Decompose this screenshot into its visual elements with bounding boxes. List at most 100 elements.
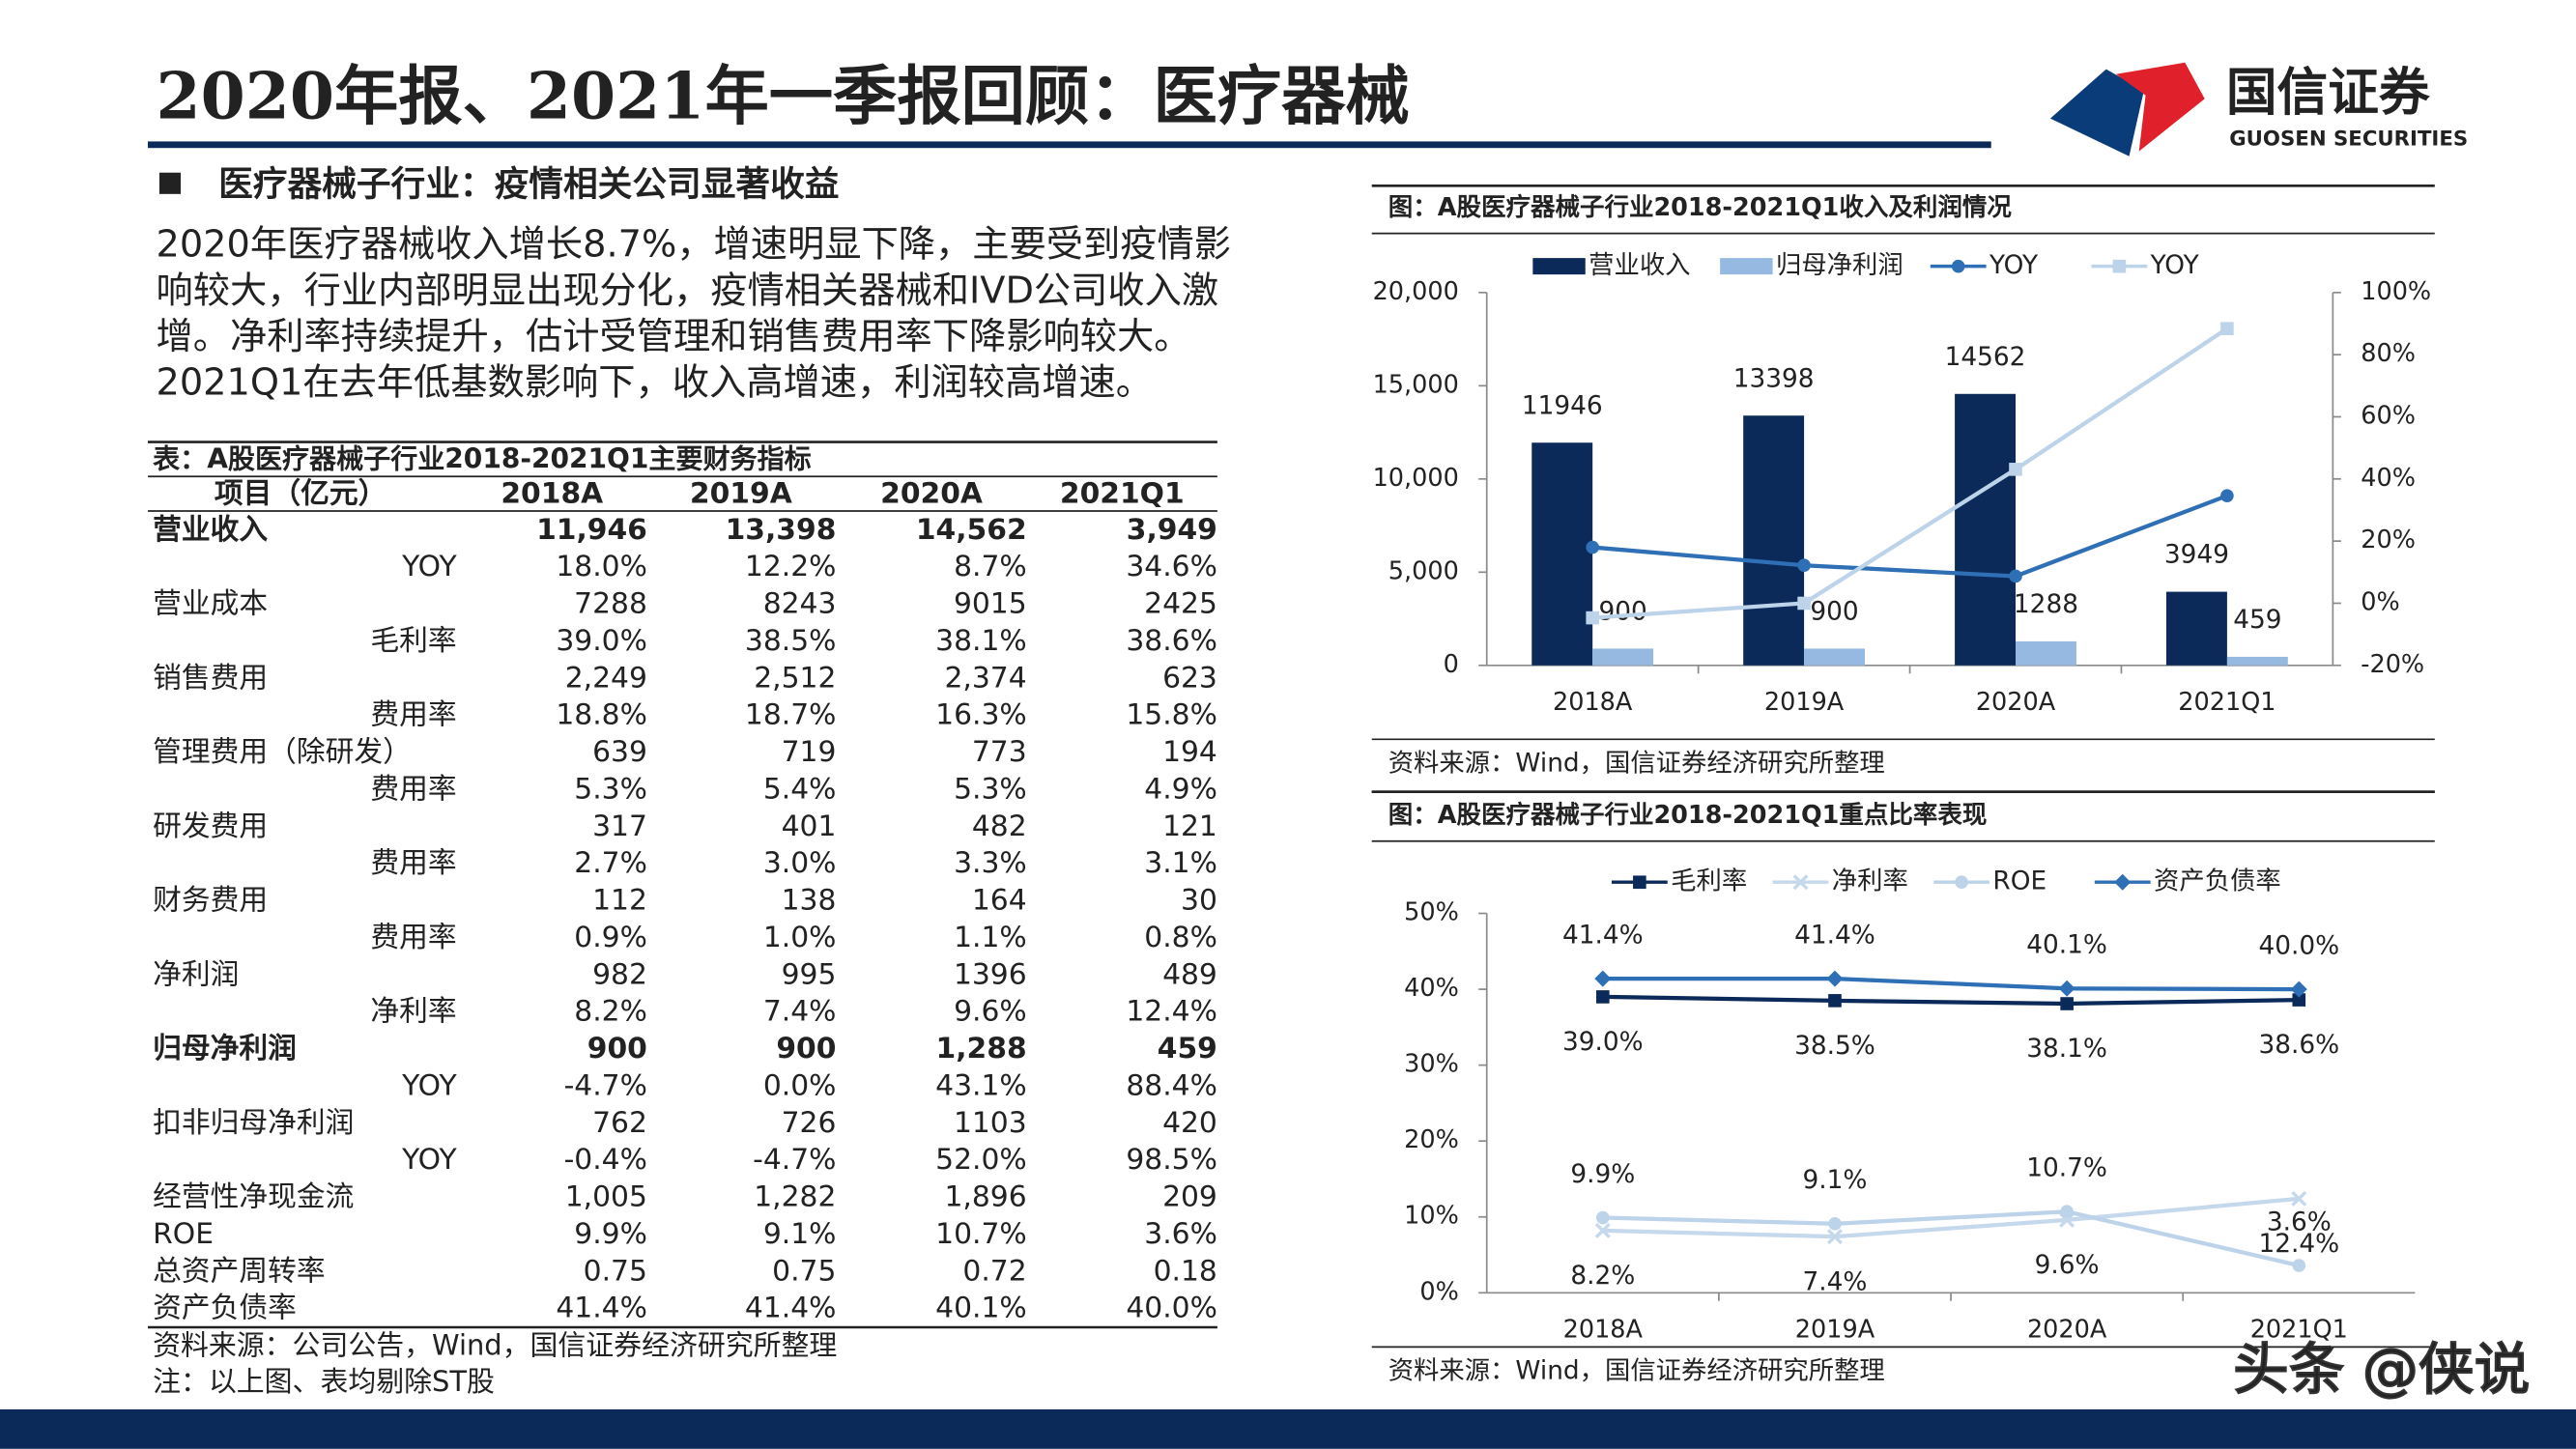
paragraph-line: 2021Q1在去年低基数影响下，收入高增速，利润较高增速。	[157, 361, 1154, 405]
table-cell: 12.2%	[745, 550, 837, 583]
table-cell: 41.4%	[556, 1292, 647, 1325]
data-label: 38.5%	[1794, 1032, 1875, 1061]
data-label: 40.0%	[2258, 931, 2339, 960]
data-label: 41.4%	[1794, 921, 1875, 950]
table-cell: 18.7%	[745, 698, 837, 732]
series-line	[1602, 976, 2300, 992]
table-cell: 1396	[954, 957, 1027, 991]
table-cell: 0.9%	[574, 921, 647, 954]
table-cell: 39.0%	[556, 624, 647, 658]
legend-label: 资产负债率	[2154, 867, 2281, 896]
row-label: 营业收入	[153, 513, 268, 547]
table-cell: 7288	[574, 587, 647, 621]
data-label: 11946	[1522, 391, 1603, 420]
x-tick-label: 2018A	[1563, 1315, 1644, 1344]
bar	[1955, 393, 2017, 666]
table-cell: 4.9%	[1144, 772, 1217, 806]
marker	[2220, 322, 2234, 335]
table-header: 2018A	[501, 476, 603, 510]
bar	[1531, 442, 1593, 666]
chart: 图：A股医疗器械子行业2018-2021Q1重点比率表现资料来源：Wind，国信…	[1371, 790, 2435, 1385]
tick-label: -20%	[2361, 650, 2424, 679]
table-cell: 41.4%	[745, 1292, 837, 1325]
table-cell: 16.3%	[935, 698, 1027, 732]
bar	[2226, 656, 2288, 666]
marker	[1594, 1222, 1611, 1238]
data-label: 38.6%	[2258, 1031, 2339, 1060]
footer-band	[0, 1409, 2576, 1449]
x-tick-label: 2020A	[1976, 688, 2056, 717]
marker	[1792, 874, 1809, 891]
data-label: 38.1%	[2026, 1035, 2107, 1064]
row-label: 营业成本	[153, 587, 268, 621]
data-label: 12.4%	[2258, 1230, 2339, 1259]
table-cell: 401	[782, 810, 837, 843]
series-line	[1592, 494, 2228, 579]
table-cell: 0.72	[962, 1254, 1026, 1288]
marker	[1951, 259, 1965, 273]
table-cell: 9.6%	[954, 995, 1027, 1029]
table-cell: 18.0%	[556, 550, 647, 583]
data-label: 9.9%	[1570, 1160, 1635, 1189]
tick-label: 80%	[2361, 339, 2416, 368]
legend-label: YOY	[2150, 251, 2200, 280]
row-label: 资产负债率	[153, 1292, 297, 1325]
paragraph: 2020年医疗器械收入增长8.7%，增速明显下降，主要受到疫情影响较大，行业内部…	[157, 223, 1232, 405]
table-cell: 0.75	[772, 1254, 836, 1288]
table-cell: 38.1%	[935, 624, 1027, 658]
row-label: YOY	[401, 550, 457, 583]
marker	[1828, 994, 1842, 1008]
x-tick-label: 2020A	[2027, 1315, 2107, 1344]
table-cell: 52.0%	[935, 1143, 1027, 1177]
data-label: 7.4%	[1803, 1267, 1868, 1296]
x-tick-label: 2018A	[1553, 688, 1633, 717]
bar	[2016, 640, 2076, 666]
tick-label: 15,000	[1373, 370, 1459, 399]
logo-shape	[2049, 69, 2144, 156]
table-cell: 1.1%	[954, 921, 1027, 954]
data-label: 9.6%	[2035, 1251, 2100, 1280]
marker	[1955, 875, 1968, 890]
row-label: 费用率	[370, 698, 456, 732]
marker	[1596, 1210, 1610, 1225]
logo-text-en: GUOSEN SECURITIES	[2229, 128, 2468, 152]
table-cell: 138	[782, 884, 837, 918]
table-cell: 900	[776, 1032, 836, 1065]
legend-label: 毛利率	[1671, 867, 1747, 896]
table-cell: 420	[1162, 1106, 1217, 1140]
marker	[1826, 970, 1844, 987]
table-cell: 18.8%	[556, 698, 647, 732]
marker	[1633, 875, 1646, 890]
row-label: 研发费用	[153, 810, 268, 843]
logo	[2049, 62, 2205, 156]
table-cell: 8243	[763, 587, 837, 621]
row-label: 管理费用（除研发）	[153, 735, 412, 769]
table-cell: 40.1%	[935, 1292, 1027, 1325]
marker	[2114, 873, 2132, 891]
row-label: YOY	[401, 1143, 457, 1177]
table-cell: 38.5%	[745, 624, 837, 658]
marker	[1828, 1217, 1842, 1231]
table-cell: 43.1%	[935, 1068, 1027, 1102]
table-cell: 209	[1162, 1180, 1217, 1214]
row-label: 财务费用	[153, 884, 268, 918]
chart-title: 图：A股医疗器械子行业2018-2021Q1收入及利润情况	[1388, 193, 2013, 222]
table-cell: 982	[592, 957, 647, 991]
table-cell: 5.3%	[574, 772, 647, 806]
table-cell: 3.3%	[954, 846, 1027, 880]
watermark: 头条 @侠说	[2233, 1337, 2530, 1403]
marker	[1596, 990, 1610, 1004]
table-header: 2020A	[880, 476, 983, 510]
table-cell: 639	[592, 735, 647, 769]
data-label: 8.2%	[1570, 1262, 1635, 1291]
row-label: 总资产周转率	[153, 1254, 326, 1288]
table-cell: 38.6%	[1126, 624, 1217, 658]
legend-swatch	[1720, 258, 1773, 275]
tick-label: 40%	[2361, 464, 2416, 493]
table-cell: 482	[972, 810, 1027, 843]
row-label: 扣非归母净利润	[153, 1106, 354, 1140]
data-label: 459	[2233, 606, 2281, 635]
tick-label: 0	[1444, 650, 1459, 679]
row-label: ROE	[153, 1217, 214, 1251]
